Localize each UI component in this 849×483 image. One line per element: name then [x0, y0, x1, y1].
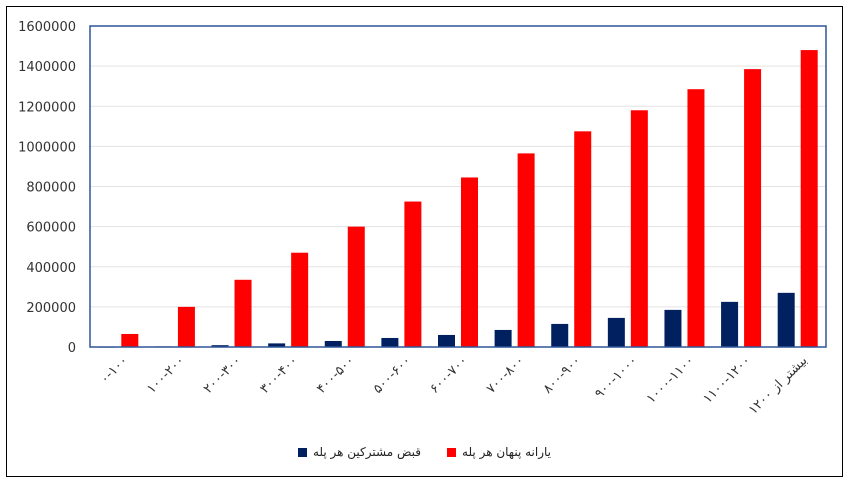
x-tick-label: ۱۰۰۰-۱۱۰۰ [644, 353, 697, 406]
x-tick-label: ۸۰۰-۹۰۰ [541, 353, 585, 397]
x-tick-label: ۱۰۰-۲۰۰ [144, 353, 188, 397]
y-tick-label: 1200000 [18, 100, 76, 115]
x-tick-label: ۳۰۰-۴۰۰ [257, 353, 301, 397]
legend-swatch-bills [297, 447, 307, 457]
x-tick-label: ۲۰۰-۳۰۰ [201, 353, 245, 397]
legend-swatch-subsidy [447, 447, 457, 457]
y-tick-label: 1400000 [18, 60, 76, 75]
x-tick-label: ۰-۱۰۰ [97, 353, 131, 387]
x-tick-label: ۵۰۰-۶۰۰ [371, 353, 415, 397]
legend-item-bills: قبض مشترکین هر پله [297, 445, 422, 459]
legend-item-subsidy: یارانه پنهان هر پله [447, 445, 551, 459]
legend-label-subsidy: یارانه پنهان هر پله [462, 445, 552, 459]
y-tick-label: 0 [68, 341, 76, 356]
bar-subsidy [461, 177, 478, 347]
bar-subsidy [800, 50, 818, 347]
x-tick-label: ۴۰۰-۵۰۰ [314, 353, 358, 397]
bar-subsidy [347, 226, 365, 347]
y-tick-label: 400000 [26, 261, 76, 276]
bar-subsidy [404, 201, 422, 347]
bar-subsidy [630, 110, 648, 347]
bar-subsidy [517, 153, 535, 347]
bar-bills [777, 292, 795, 347]
y-tick-label: 1600000 [18, 20, 76, 35]
bar-bills [268, 343, 286, 347]
bar-bills [721, 301, 739, 347]
bar-bills [494, 329, 512, 347]
y-tick-label: 1000000 [18, 140, 76, 155]
y-tick-label: 200000 [26, 301, 76, 316]
plot-area-border [89, 25, 827, 348]
bar-subsidy [234, 279, 252, 347]
bar-subsidy [744, 69, 762, 348]
bar-subsidy [291, 252, 309, 347]
axes [89, 25, 827, 348]
x-tick-label: ۶۰۰-۷۰۰ [427, 353, 471, 397]
bar-subsidy [177, 306, 195, 347]
legend-label-bills: قبض مشترکین هر پله [312, 445, 422, 459]
bar-subsidy [574, 131, 592, 347]
bar-bills [664, 309, 682, 347]
x-tick-labels: ۰-۱۰۰ ۱۰۰-۲۰۰ ۲۰۰-۳۰۰ ۳۰۰-۴۰۰ ۴۰۰-۵۰۰ ۵۰۰-۶۰۰… [97, 353, 810, 418]
bar-bills [438, 334, 455, 347]
bar-bills [607, 317, 625, 347]
x-tick-label: بیشتر از ۱۲۰۰ [746, 353, 811, 418]
legend: قبض مشترکین هر پله یارانه پنهان هر پله [0, 442, 849, 462]
y-tick-label: 800000 [26, 181, 76, 196]
bar-subsidy [121, 333, 139, 347]
bar-bills [211, 345, 229, 347]
bar-subsidy [687, 89, 705, 348]
bars [98, 50, 818, 348]
bar-bills [381, 337, 399, 347]
gridlines [90, 65, 826, 308]
x-tick-label: ۷۰۰-۸۰۰ [484, 353, 528, 397]
x-tick-label: ۱۱۰۰-۱۲۰۰ [700, 353, 753, 406]
bar-bills [324, 340, 342, 347]
y-tick-labels: 0 200000 400000 600000 800000 1000000 1200000 1… [18, 20, 76, 356]
y-tick-label: 600000 [26, 221, 76, 236]
bar-bills [551, 323, 569, 347]
x-tick-label: ۹۰۰-۱۰۰۰ [592, 353, 640, 401]
